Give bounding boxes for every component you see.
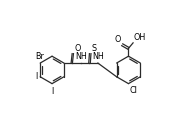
Text: O: O	[75, 44, 81, 53]
Text: OH: OH	[134, 33, 146, 42]
Text: Br: Br	[35, 52, 44, 61]
Text: S: S	[92, 44, 97, 53]
Text: I: I	[36, 72, 38, 81]
Text: I: I	[51, 86, 53, 96]
Text: Cl: Cl	[130, 86, 138, 95]
Text: NH: NH	[92, 53, 104, 62]
Text: NH: NH	[75, 53, 87, 62]
Text: O: O	[115, 35, 121, 44]
